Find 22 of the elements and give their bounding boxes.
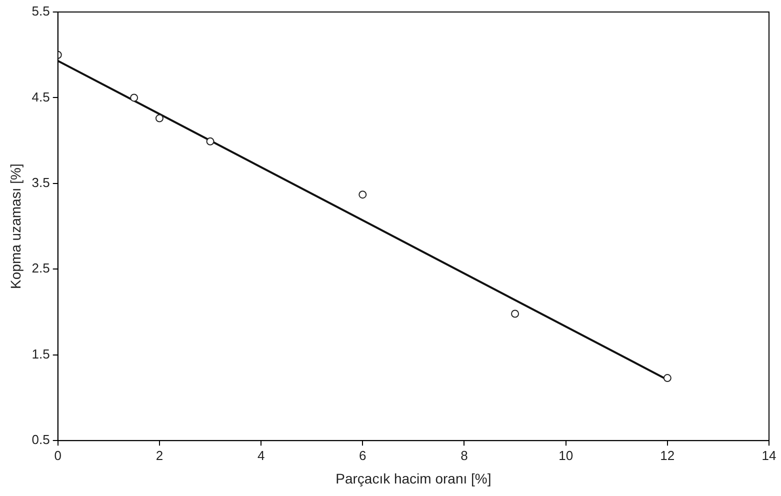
y-tick-label: 0.5 <box>32 432 50 448</box>
x-tick-label: 12 <box>660 448 675 463</box>
x-tick-label: 4 <box>257 448 265 463</box>
point <box>206 137 214 146</box>
x-tick-label: 2 <box>156 448 164 463</box>
y-tick-label: 3.5 <box>32 175 50 190</box>
y-axis-title: Kopma uzaması [%] <box>7 164 24 289</box>
y-tick-label: 1.5 <box>32 346 50 362</box>
point <box>511 310 520 318</box>
x-tick-label: 6 <box>359 448 366 463</box>
y-tick-label: 4.5 <box>32 89 50 104</box>
x-tick-label: 10 <box>558 448 574 463</box>
point <box>358 190 367 199</box>
point <box>155 114 164 122</box>
x-tick-label: 8 <box>460 448 468 463</box>
y-tick-label: 2.5 <box>32 260 50 276</box>
point <box>130 94 138 102</box>
y-tick-label: 5.5 <box>32 4 50 19</box>
x-axis-title: Parçacık hacim oranı [%] <box>336 470 492 486</box>
x-tick-label: 0 <box>54 448 62 463</box>
point <box>663 374 672 382</box>
x-tick-label: 14 <box>762 448 776 463</box>
